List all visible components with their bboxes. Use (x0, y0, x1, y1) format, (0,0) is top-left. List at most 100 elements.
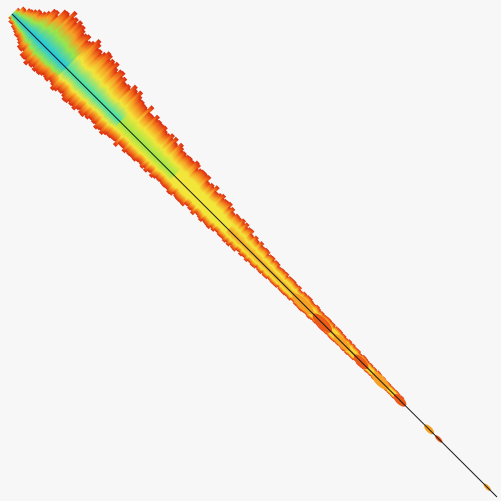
band-strip (280, 279, 297, 296)
band-strip (113, 107, 149, 143)
band-strip (161, 156, 193, 188)
band-strip (106, 99, 145, 139)
band-strip (52, 42, 102, 92)
band-strip (220, 217, 244, 241)
band-strip (202, 198, 229, 225)
band-strip (243, 241, 265, 263)
band-strip (138, 133, 172, 166)
band-strip (254, 253, 271, 270)
band-strip (279, 277, 295, 294)
band-strip (79, 70, 126, 118)
band-strip (183, 180, 210, 207)
band-strip (21, 14, 60, 53)
band-strip (156, 151, 187, 182)
band-strip (216, 213, 240, 237)
band-strip (165, 160, 197, 192)
band-strip (178, 173, 209, 205)
band-strip (61, 51, 112, 102)
band-strip (195, 192, 221, 217)
band-strip (209, 206, 233, 230)
band-strip (131, 125, 168, 162)
band-strip (89, 83, 129, 122)
band-strip (35, 25, 86, 76)
band-strip (10, 8, 33, 30)
band-strip (102, 94, 143, 136)
band-strip (87, 80, 127, 120)
band-strip (142, 137, 175, 170)
band-strip (163, 158, 194, 190)
band-strip (168, 163, 201, 196)
band-strip (172, 167, 200, 196)
band-strip (10, 8, 28, 26)
band-strip (57, 48, 103, 94)
band-strip (49, 40, 93, 84)
band-strip (16, 11, 48, 43)
band-strip (23, 10, 78, 66)
band-strip (263, 262, 281, 280)
band-strip (197, 193, 227, 222)
band-strip (174, 169, 206, 201)
band-strip (346, 345, 358, 357)
band-strip (242, 240, 261, 260)
band-strip (77, 69, 124, 115)
band-strip (117, 111, 152, 146)
band-strip (367, 366, 378, 377)
band-strip (13, 9, 43, 38)
band-strip (77, 70, 119, 112)
band-strip (139, 133, 175, 169)
band-strip (189, 185, 220, 216)
band-strip (84, 76, 128, 120)
band-strip (44, 34, 92, 82)
band-strip (148, 142, 184, 179)
band-strip (225, 222, 250, 247)
band-strip (189, 185, 216, 212)
band-strip (142, 136, 179, 173)
band-strip (71, 61, 120, 111)
band-strip (31, 21, 79, 69)
band-strip (48, 39, 90, 82)
band-strip (193, 190, 219, 215)
band-strip (390, 389, 399, 399)
band-strip (257, 255, 276, 275)
band-strip (261, 260, 279, 278)
band-strip (56, 47, 101, 92)
band-strip (224, 222, 247, 244)
band-strip (327, 326, 340, 339)
band-strip (237, 235, 256, 254)
band-strip (50, 40, 96, 87)
band-strip (180, 175, 212, 207)
band-strip (28, 17, 79, 68)
band-strip (8, 7, 22, 21)
band-strip (146, 141, 178, 173)
band-strip (210, 206, 236, 232)
band-strip (96, 88, 138, 131)
band-strip (17, 10, 52, 46)
band-strip (154, 149, 185, 180)
band-strip (173, 168, 204, 199)
band-strip (148, 144, 180, 175)
band-strip (16, 11, 44, 40)
band-strip (365, 365, 375, 375)
band-strip (249, 247, 269, 268)
band-strip (8, 6, 27, 25)
band-strip (240, 238, 260, 258)
band-strip (246, 244, 265, 263)
band-strip (348, 347, 360, 359)
band-strip (186, 182, 212, 208)
band-strip (23, 13, 71, 62)
band-strip (90, 83, 132, 125)
band-strip (151, 146, 185, 179)
band-strip (213, 210, 236, 233)
band-strip (70, 61, 116, 108)
band-strip (49, 39, 102, 91)
band-strip (126, 119, 163, 157)
band-strip (21, 11, 70, 60)
band-strip (235, 233, 254, 252)
band-strip (386, 386, 395, 395)
band-strip (268, 266, 284, 283)
band-strip (121, 114, 160, 154)
band-strip (63, 53, 113, 104)
band-strip (19, 9, 68, 58)
